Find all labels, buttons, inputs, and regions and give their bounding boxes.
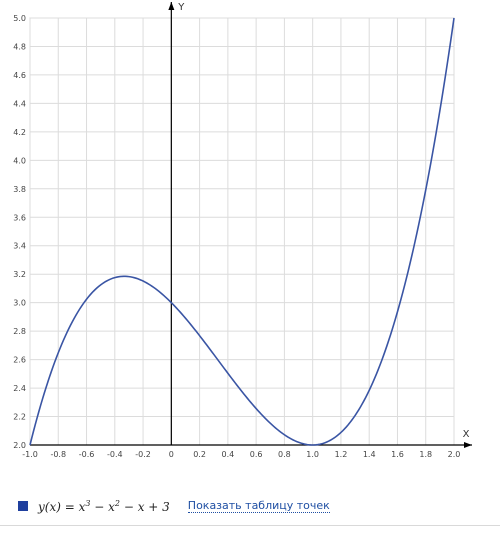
y-tick-label: 2.0 (13, 441, 26, 450)
y-tick-label: 2.6 (13, 356, 26, 365)
y-tick-label: 3.0 (13, 299, 26, 308)
x-tick-label: -0.4 (107, 450, 123, 459)
y-tick-label: 5.0 (13, 14, 26, 23)
chart-panel: -1.0 -0.8 -0.6 -0.4 -0.2 0 0.2 0.4 0.6 0.8 1.0 1.2 1… (13, 2, 472, 459)
y-axis-title: Y (177, 2, 185, 13)
y-tick-label: 2.8 (13, 327, 26, 336)
y-tick-label: 3.8 (13, 185, 26, 194)
x-tick-label: -1.0 (22, 450, 38, 459)
y-tick-label: 2.4 (13, 384, 26, 393)
series-color-swatch (18, 501, 28, 511)
y-tick-label: 3.4 (13, 242, 26, 251)
y-tick-label: 4.6 (13, 71, 26, 80)
show-points-table-link[interactable]: Показать таблицу точек (187, 499, 330, 513)
function-plot: -1.0 -0.8 -0.6 -0.4 -0.2 0 0.2 0.4 0.6 0.8 1.0 1.2 1… (13, 2, 472, 459)
y-axis-arrow (168, 2, 175, 10)
x-tick-label: 1.8 (419, 450, 432, 459)
y-tick-label: 4.2 (13, 128, 26, 137)
legend: y(x) = x3 − x2 − x + 3 Показать таблицу … (18, 496, 330, 516)
series-line (29, 17, 455, 446)
legend-formula: y(x) = x3 − x2 − x + 3 (38, 498, 170, 514)
y-tick-label: 2.2 (13, 413, 26, 422)
y-tick-label: 3.2 (13, 270, 26, 279)
y-tick-label: 4.0 (13, 156, 26, 165)
x-tick-label: 1.6 (391, 450, 404, 459)
x-tick-label: 1.2 (335, 450, 348, 459)
x-axis-title: X (463, 429, 470, 440)
x-tick-label: 1.0 (306, 450, 319, 459)
y-tick-label: 4.4 (13, 99, 26, 108)
x-tick-label: 0.2 (193, 450, 206, 459)
x-tick-label: 0 (169, 450, 174, 459)
x-tick-label: 2.0 (448, 450, 461, 459)
x-tick-label: 0.4 (221, 450, 234, 459)
divider (0, 525, 500, 526)
plot-area (29, 17, 455, 446)
x-tick-label: -0.6 (79, 450, 95, 459)
x-tick-label: 1.4 (363, 450, 376, 459)
y-tick-label: 4.8 (13, 42, 26, 51)
y-tick-label: 3.6 (13, 213, 26, 222)
x-axis-arrow (464, 442, 472, 448)
x-tick-label: 0.8 (278, 450, 291, 459)
x-tick-label: -0.2 (135, 450, 151, 459)
x-tick-label: 0.6 (250, 450, 263, 459)
x-tick-label: -0.8 (50, 450, 66, 459)
